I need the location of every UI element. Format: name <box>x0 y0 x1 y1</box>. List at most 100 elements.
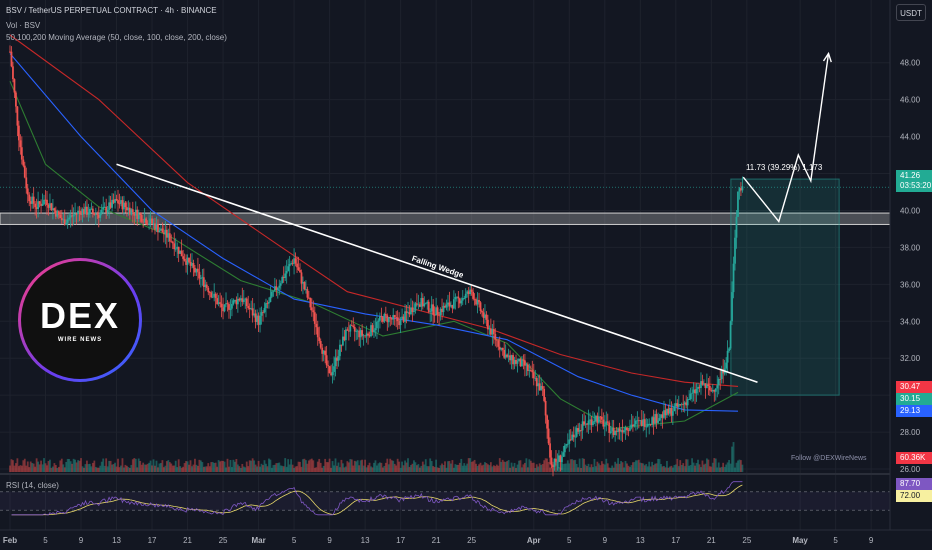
volume-bar <box>307 460 310 472</box>
volume-bar <box>544 458 547 472</box>
logo-subtitle: WIRE NEWS <box>57 337 103 343</box>
candle-body <box>624 427 627 431</box>
volume-bar <box>637 459 640 472</box>
candle-body <box>442 305 445 313</box>
volume-bar <box>565 463 568 472</box>
volume-bar <box>352 465 355 472</box>
volume-bar <box>562 464 565 472</box>
volume-bar <box>68 459 71 472</box>
volume-bar <box>438 467 440 472</box>
volume-bar <box>185 461 187 472</box>
volume-bar <box>535 464 538 472</box>
currency-button[interactable]: USDT <box>896 4 926 21</box>
candle-body <box>102 207 105 210</box>
candle-body <box>251 308 254 316</box>
candle-body <box>633 424 636 427</box>
volume-bar <box>738 459 741 472</box>
ma-legend[interactable]: 50,100,200 Moving Average (50, close, 10… <box>6 33 227 42</box>
volume-bar <box>339 467 341 472</box>
volume-bar <box>627 465 630 472</box>
candle-body <box>707 384 710 386</box>
volume-bar <box>225 467 227 472</box>
candle-body <box>734 237 736 264</box>
candle-body <box>333 366 335 372</box>
candle-body <box>266 303 269 304</box>
volume-bar <box>87 464 90 472</box>
candle-body <box>550 457 553 466</box>
volume-bar <box>639 462 642 472</box>
candle-body <box>146 223 149 225</box>
position-box[interactable] <box>0 178 890 396</box>
candle-body <box>444 305 446 308</box>
volume-bar <box>643 465 646 472</box>
volume-bar <box>66 458 69 472</box>
volume-bar <box>432 466 435 472</box>
volume-bar <box>259 466 261 472</box>
volume-bar <box>546 458 548 472</box>
current-price-tag: 41.26 03:53:20 <box>896 170 932 192</box>
candle-body <box>478 299 480 303</box>
candle-body <box>63 219 66 225</box>
volume-bar <box>658 459 661 472</box>
volume-bar <box>719 467 722 472</box>
volume-bar <box>450 463 452 472</box>
candle-body <box>72 215 75 217</box>
candle-body <box>80 211 82 215</box>
candle-body <box>657 420 659 423</box>
volume-bar <box>235 458 238 472</box>
volume-bar <box>410 464 412 472</box>
volume-bar <box>384 462 387 472</box>
volume-bar <box>168 462 171 472</box>
volume-bar <box>729 463 732 472</box>
candle-body <box>10 51 13 67</box>
volume-bar <box>427 466 430 472</box>
price-axis[interactable]: 48.0046.0044.0042.0040.0038.0036.0034.00… <box>889 0 921 530</box>
volume-bar <box>569 459 572 472</box>
volume-bar <box>420 465 423 472</box>
time-tick-label: 17 <box>148 536 157 545</box>
volume-bar <box>262 465 264 472</box>
rsi-legend[interactable]: RSI (14, close) <box>6 481 59 490</box>
volume-bar <box>342 463 344 472</box>
volume-bar <box>523 462 526 472</box>
volume-bar <box>324 458 327 472</box>
candle-body <box>192 263 195 268</box>
volume-legend[interactable]: Vol · BSV <box>6 21 41 30</box>
volume-bar <box>244 467 247 472</box>
candle-body <box>303 281 306 290</box>
candle-body <box>682 403 685 405</box>
volume-bar <box>229 459 232 472</box>
candle-body <box>559 455 562 463</box>
volume-bar <box>476 465 479 472</box>
volume-bar <box>315 467 318 472</box>
candle-body <box>404 311 406 322</box>
candle-body <box>584 423 587 425</box>
candle-body <box>663 410 665 418</box>
volume-bar <box>501 459 504 472</box>
candle-body <box>306 289 309 298</box>
symbol-title[interactable]: BSV / TetherUS PERPETUAL CONTRACT · 4h ·… <box>6 6 217 15</box>
volume-bar <box>720 466 723 472</box>
candle-body <box>433 314 436 316</box>
candle-body <box>358 330 361 338</box>
candle-body <box>726 350 729 363</box>
candle-body <box>713 389 716 392</box>
moving-average-line <box>9 80 739 429</box>
volume-bar <box>349 459 352 472</box>
volume-bar <box>694 465 696 472</box>
volume-bar <box>364 459 367 472</box>
candle-body <box>287 266 290 271</box>
falling-wedge-trendline[interactable] <box>116 163 758 383</box>
volume-bar <box>497 465 500 472</box>
volume-bar <box>370 466 372 472</box>
candle-body <box>464 293 467 299</box>
volume-bar <box>424 459 427 472</box>
time-tick-label: 13 <box>112 536 121 545</box>
volume-bar <box>202 466 205 472</box>
projection-arrow[interactable] <box>742 51 832 223</box>
candle-body <box>525 364 528 366</box>
volume-bar <box>152 459 155 472</box>
volume-bar <box>475 463 477 472</box>
time-axis[interactable]: Feb 5 9 13 17 21 25 Mar 5 9 13 17 21 25 Apr 5 9 13 17 21 25 M… <box>0 529 932 545</box>
